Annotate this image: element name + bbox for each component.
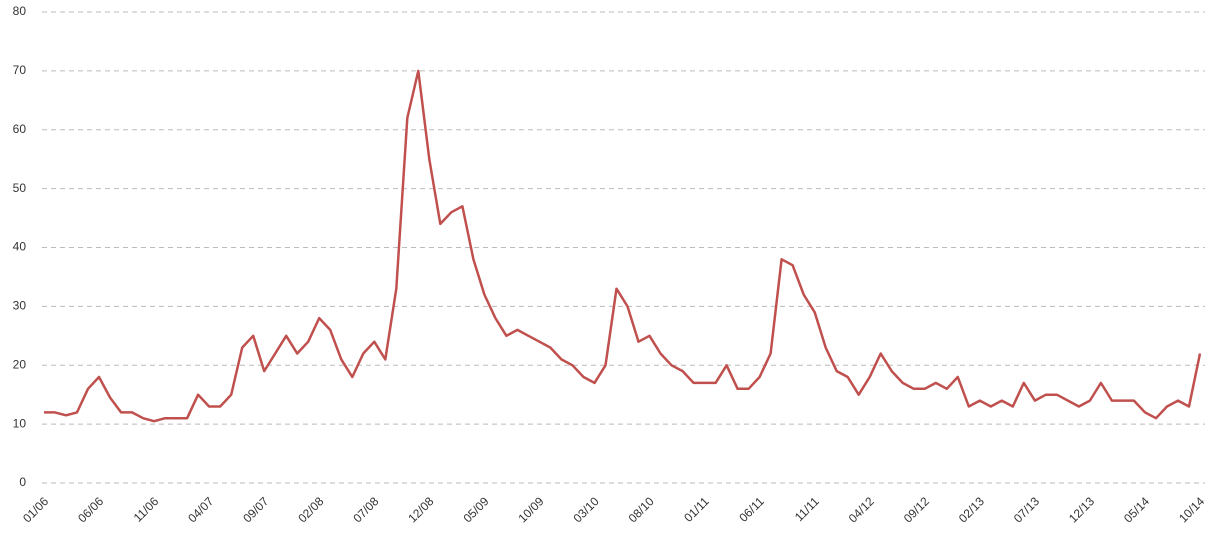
x-tick-label: 07/13 [1011, 494, 1042, 525]
x-tick-label: 09/07 [240, 494, 271, 525]
x-tick-label: 12/13 [1066, 494, 1097, 525]
y-tick-label: 40 [13, 240, 27, 254]
x-tick-label: 10/14 [1176, 494, 1207, 525]
x-tick-label: 11/06 [131, 494, 162, 525]
x-tick-label: 03/10 [571, 494, 602, 525]
y-tick-label: 0 [19, 475, 26, 489]
x-tick-label: 01/11 [681, 494, 712, 525]
x-tick-label: 11/11 [792, 494, 822, 524]
x-tick-label: 12/08 [405, 494, 436, 525]
y-tick-label: 60 [13, 122, 27, 136]
x-tick-label: 05/14 [1121, 494, 1152, 525]
x-tick-label: 06/06 [75, 494, 106, 525]
x-tick-label: 08/10 [626, 494, 657, 525]
x-tick-label: 06/11 [736, 494, 767, 525]
x-tick-label: 07/08 [350, 494, 381, 525]
x-tick-label: 05/09 [460, 494, 491, 525]
y-tick-label: 70 [13, 63, 27, 77]
x-tick-label: 02/08 [295, 494, 326, 525]
x-tick-label: 04/12 [846, 494, 877, 525]
y-tick-label: 30 [13, 299, 27, 313]
line-series [44, 69, 1202, 423]
y-tick-label: 80 [13, 4, 27, 18]
x-tick-label: 04/07 [185, 494, 216, 525]
y-tick-label: 50 [13, 181, 27, 195]
y-tick-label: 10 [13, 416, 27, 430]
y-tick-label: 20 [13, 357, 27, 371]
x-tick-label: 09/12 [901, 494, 932, 525]
x-tick-label: 02/13 [956, 494, 987, 525]
x-tick-label: 10/09 [515, 494, 546, 525]
x-tick-label: 01/06 [20, 494, 51, 525]
